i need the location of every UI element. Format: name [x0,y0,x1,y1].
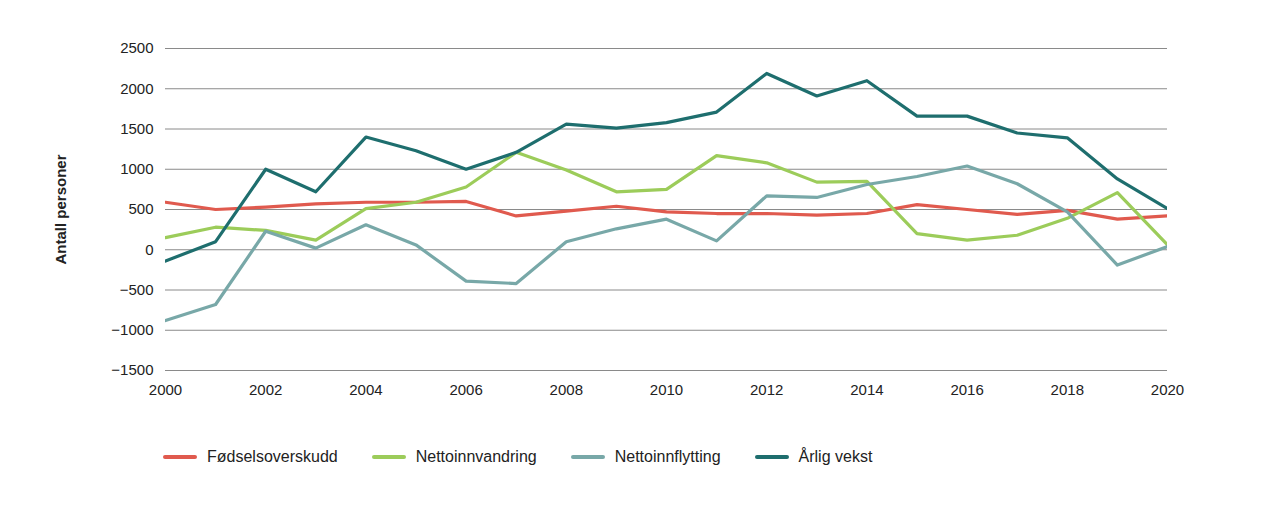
svg-text:2500: 2500 [120,39,153,56]
svg-text:2012: 2012 [750,381,783,398]
svg-text:1500: 1500 [120,120,153,137]
svg-text:2014: 2014 [850,381,883,398]
svg-text:1000: 1000 [120,160,153,177]
svg-text:2004: 2004 [349,381,382,398]
svg-text:0: 0 [145,241,153,258]
html-text:Nettoinnvandring: Nettoinnvandring [415,448,537,465]
html-text:Fødselsoverskudd: Fødselsoverskudd [207,448,338,465]
svg-text:Antall personer: Antall personer [52,154,69,264]
svg-text:2016: 2016 [950,381,983,398]
svg-text:2018: 2018 [1051,381,1084,398]
svg-text:2006: 2006 [449,381,482,398]
svg-text:2020: 2020 [1151,381,1184,398]
svg-text:−1000: −1000 [111,321,153,338]
html-text:Årlig vekst: Årlig vekst [798,448,873,465]
svg-text:2008: 2008 [550,381,583,398]
svg-text:2000: 2000 [149,381,182,398]
svg-text:2002: 2002 [249,381,282,398]
svg-text:−1500: −1500 [111,361,153,378]
svg-text:2000: 2000 [120,80,153,97]
svg-text:2010: 2010 [650,381,683,398]
svg-text:500: 500 [128,200,153,217]
html-text:Nettoinnflytting: Nettoinnflytting [614,448,721,465]
svg-text:−500: −500 [120,281,154,298]
